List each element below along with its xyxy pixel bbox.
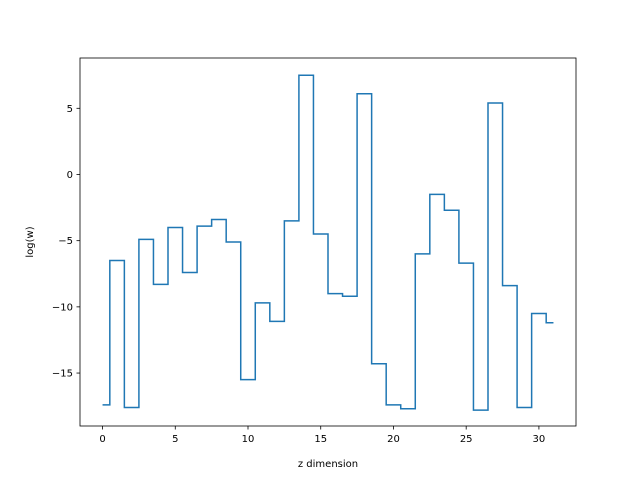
series-line — [102, 74, 554, 411]
x-tick-label: 10 — [242, 434, 255, 445]
x-axis-ticks: 0 5 10 15 20 25 30 — [99, 426, 545, 445]
y-axis-label: log(w) — [25, 226, 36, 257]
x-tick-label: 25 — [460, 434, 473, 445]
y-tick-label: −10 — [52, 302, 73, 313]
y-tick-label: −15 — [52, 369, 73, 380]
plot-frame — [79, 57, 577, 427]
x-tick-label: 30 — [533, 434, 546, 445]
x-tick-label: 15 — [314, 434, 327, 445]
y-tick-label: −5 — [58, 236, 73, 247]
x-axis-label: z dimension — [298, 459, 358, 470]
x-tick-label: 0 — [99, 434, 105, 445]
x-tick-label: 5 — [172, 434, 178, 445]
y-tick-label: 0 — [67, 170, 73, 181]
y-axis-ticks: −15 −10 −5 0 5 — [52, 104, 80, 380]
y-tick-label: 5 — [67, 104, 73, 115]
x-tick-label: 20 — [387, 434, 400, 445]
